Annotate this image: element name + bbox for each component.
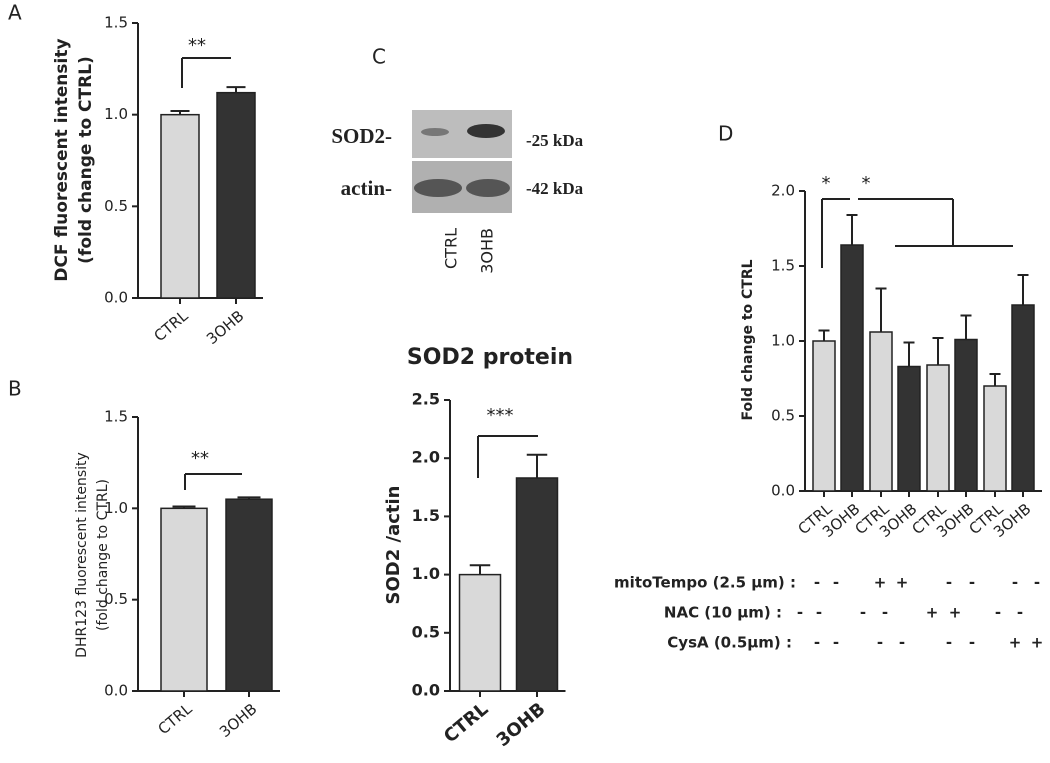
- treatment-sign: -: [833, 574, 839, 592]
- treatment-sign: -: [860, 604, 866, 622]
- y-tick-label: 1.5: [412, 506, 440, 525]
- treatment-label: mitoTempo (2.5 µm) :: [614, 574, 796, 592]
- treatment-sign: -: [814, 574, 820, 592]
- y-axis-label: (fold change to CTRL): [95, 479, 111, 631]
- treatment-sign: +: [926, 604, 939, 622]
- blot-size-label: -42 kDa: [526, 179, 584, 198]
- y-axis-label: SOD2 /actin: [383, 486, 404, 605]
- bar: [458, 573, 502, 692]
- blot-band: [414, 179, 462, 197]
- x-tick-label: 3OHB: [216, 700, 260, 741]
- panel-letter: A: [8, 1, 22, 25]
- bar: [812, 340, 836, 492]
- treatment-sign: -: [833, 634, 839, 652]
- treatment-sign: -: [969, 634, 975, 652]
- y-tick-label: 2.0: [412, 448, 440, 467]
- treatment-sign: -: [797, 604, 803, 622]
- blot-lane-label: 3OHB: [478, 228, 497, 274]
- treatment-sign: -: [946, 634, 952, 652]
- treatment-sign: +: [1031, 634, 1044, 652]
- panel-letter: D: [718, 122, 733, 146]
- blot-lane-label: CTRL: [442, 228, 461, 269]
- significance-label: *: [862, 173, 871, 194]
- treatment-sign: -: [816, 604, 822, 622]
- y-tick-label: 0.5: [104, 590, 128, 608]
- treatment-sign: +: [1009, 634, 1022, 652]
- treatment-sign: -: [969, 574, 975, 592]
- y-tick-label: 1.5: [771, 257, 795, 275]
- bar: [897, 365, 921, 492]
- y-tick-label: 1.0: [412, 564, 440, 583]
- treatment-sign: +: [874, 574, 887, 592]
- treatment-sign: -: [995, 604, 1001, 622]
- bar: [954, 338, 978, 492]
- y-tick-label: 1.5: [104, 14, 128, 32]
- significance-label: **: [188, 35, 206, 56]
- y-tick-label: 0.0: [771, 482, 795, 500]
- y-axis-label: DCF fluorescent intensity: [52, 38, 72, 281]
- blot-size-label: -25 kDa: [526, 131, 584, 150]
- bar: [225, 498, 273, 692]
- x-tick-label: 3OHB: [493, 699, 550, 751]
- blot-band: [466, 179, 510, 197]
- x-tick-label: CTRL: [150, 306, 191, 345]
- blot-band: [421, 128, 449, 136]
- treatment-sign: -: [1034, 574, 1040, 592]
- treatment-sign: +: [896, 574, 909, 592]
- y-tick-label: 2.0: [771, 182, 795, 200]
- treatment-sign: -: [946, 574, 952, 592]
- bar: [216, 91, 256, 299]
- y-tick-label: 1.5: [104, 408, 128, 426]
- bar: [840, 244, 864, 492]
- blot-row-label: SOD2-: [331, 124, 392, 148]
- treatment-label: CysA (0.5µm) :: [667, 634, 792, 652]
- x-tick-label: CTRL: [154, 699, 195, 738]
- y-axis-label: Fold change to CTRL: [740, 259, 756, 420]
- significance-label: ***: [487, 405, 514, 426]
- significance-label: *: [822, 173, 831, 194]
- bar: [515, 477, 559, 692]
- y-axis-label: (fold change to CTRL): [76, 56, 96, 264]
- treatment-sign: -: [877, 634, 883, 652]
- significance-label: **: [191, 448, 209, 469]
- chart-title: SOD2 protein: [407, 345, 573, 370]
- y-tick-label: 1.0: [771, 332, 795, 350]
- panel-letter: C: [372, 45, 386, 69]
- y-tick-label: 0.5: [104, 197, 128, 215]
- bar: [160, 113, 200, 299]
- treatment-sign: +: [949, 604, 962, 622]
- y-tick-label: 0.0: [104, 682, 128, 700]
- y-tick-label: 1.0: [104, 499, 128, 517]
- y-tick-label: 0.0: [104, 289, 128, 307]
- y-tick-label: 0.0: [412, 681, 440, 700]
- panel-letter: B: [8, 377, 22, 401]
- treatment-sign: -: [882, 604, 888, 622]
- y-tick-label: 1.0: [104, 105, 128, 123]
- bar: [926, 364, 950, 492]
- treatment-sign: -: [814, 634, 820, 652]
- treatment-sign: -: [899, 634, 905, 652]
- bar: [983, 385, 1007, 492]
- blot-band: [467, 124, 505, 138]
- bar: [160, 507, 208, 692]
- y-tick-label: 0.5: [771, 407, 795, 425]
- treatment-label: NAC (10 µm) :: [664, 604, 782, 622]
- blot-row-label: actin-: [341, 176, 392, 200]
- treatment-sign: -: [1017, 604, 1023, 622]
- treatment-sign: -: [1012, 574, 1018, 592]
- x-tick-label: CTRL: [440, 699, 492, 748]
- bar: [869, 331, 893, 492]
- x-tick-label: 3OHB: [203, 307, 247, 348]
- y-tick-label: 0.5: [412, 622, 440, 641]
- bar: [1011, 304, 1035, 492]
- y-axis-label: DHR123 fluorescent intensity: [74, 452, 90, 658]
- y-tick-label: 2.5: [412, 390, 440, 409]
